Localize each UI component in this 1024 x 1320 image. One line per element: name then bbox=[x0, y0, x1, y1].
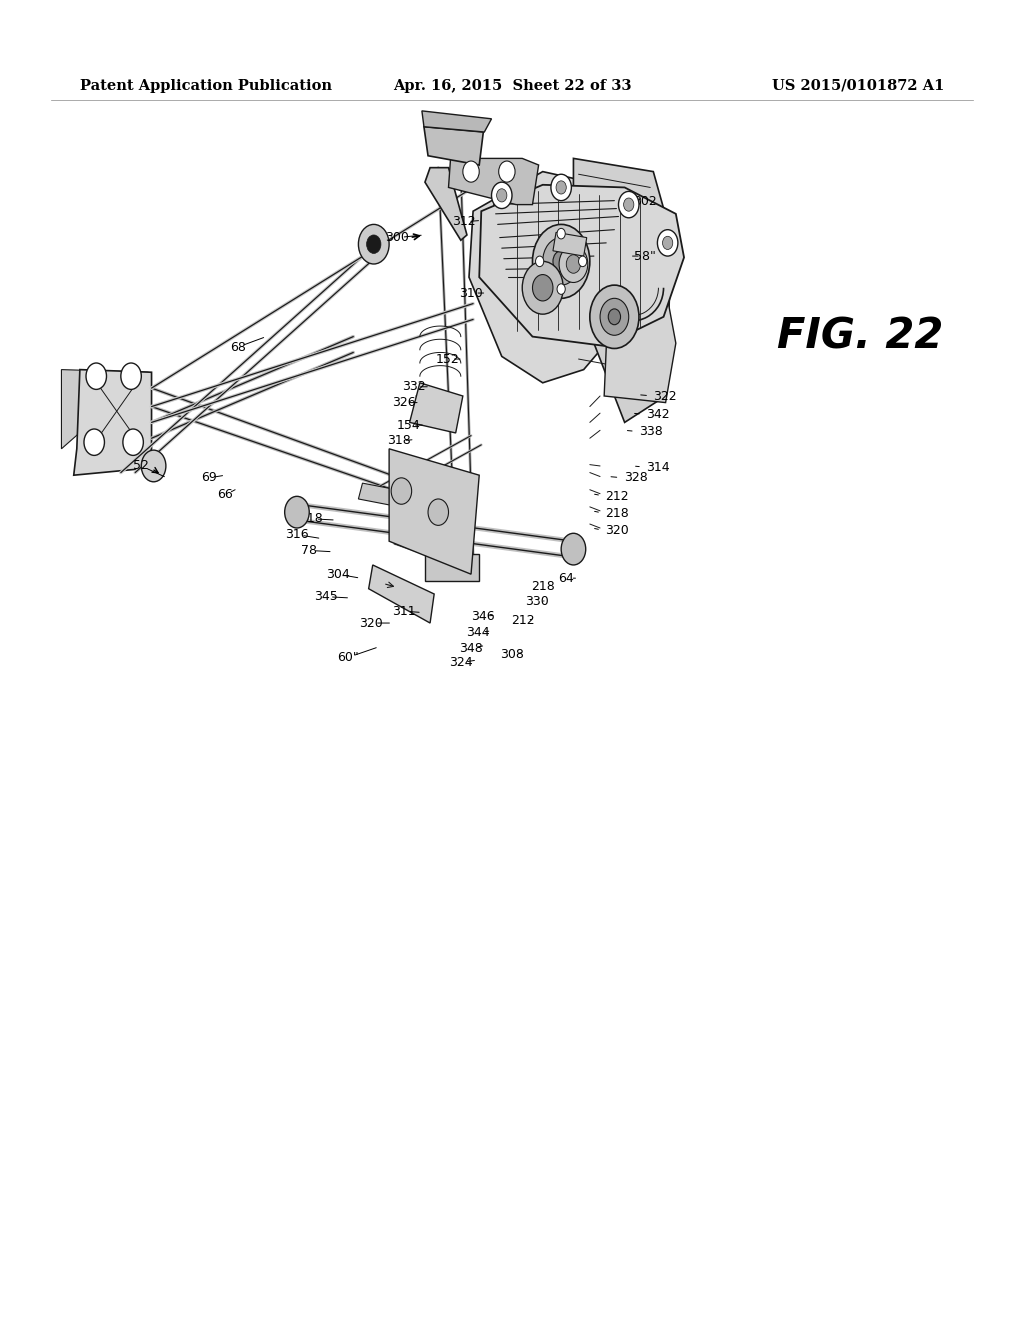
Text: 342: 342 bbox=[646, 408, 670, 421]
Circle shape bbox=[367, 235, 381, 253]
Text: US 2015/0101872 A1: US 2015/0101872 A1 bbox=[772, 79, 944, 92]
Text: Patent Application Publication: Patent Application Publication bbox=[80, 79, 332, 92]
Text: 64: 64 bbox=[558, 572, 574, 585]
Circle shape bbox=[532, 275, 553, 301]
Text: 212: 212 bbox=[605, 490, 629, 503]
Circle shape bbox=[561, 533, 586, 565]
Circle shape bbox=[121, 363, 141, 389]
Text: 318: 318 bbox=[387, 434, 412, 447]
Text: 206: 206 bbox=[539, 249, 563, 263]
Text: 346: 346 bbox=[471, 610, 496, 623]
Text: 152: 152 bbox=[435, 352, 460, 366]
Polygon shape bbox=[449, 158, 539, 205]
Text: 328: 328 bbox=[624, 471, 647, 484]
Polygon shape bbox=[469, 172, 643, 383]
Circle shape bbox=[557, 228, 565, 239]
Text: 326: 326 bbox=[391, 396, 416, 409]
Text: 69: 69 bbox=[201, 471, 217, 484]
Circle shape bbox=[600, 298, 629, 335]
Circle shape bbox=[551, 174, 571, 201]
Text: 320: 320 bbox=[358, 616, 383, 630]
Polygon shape bbox=[425, 168, 467, 240]
Polygon shape bbox=[573, 158, 672, 422]
Circle shape bbox=[663, 236, 673, 249]
Text: 314: 314 bbox=[646, 461, 670, 474]
Circle shape bbox=[141, 450, 166, 482]
Circle shape bbox=[618, 191, 639, 218]
Polygon shape bbox=[479, 185, 684, 346]
Circle shape bbox=[608, 309, 621, 325]
Circle shape bbox=[463, 161, 479, 182]
Text: FIG. 22: FIG. 22 bbox=[777, 315, 943, 358]
Text: 68: 68 bbox=[229, 341, 246, 354]
Text: 310: 310 bbox=[459, 286, 483, 300]
Text: 300: 300 bbox=[385, 231, 410, 244]
Text: 332: 332 bbox=[401, 380, 426, 393]
Text: 312: 312 bbox=[452, 215, 476, 228]
Text: 318: 318 bbox=[299, 512, 324, 525]
Text: 308: 308 bbox=[500, 648, 524, 661]
Polygon shape bbox=[61, 370, 148, 449]
Polygon shape bbox=[424, 127, 483, 165]
Circle shape bbox=[553, 251, 569, 272]
Text: 154: 154 bbox=[396, 418, 421, 432]
Circle shape bbox=[391, 478, 412, 504]
Polygon shape bbox=[74, 370, 152, 475]
Text: 324: 324 bbox=[449, 656, 473, 669]
Text: 218: 218 bbox=[605, 507, 629, 520]
Circle shape bbox=[657, 230, 678, 256]
Polygon shape bbox=[410, 383, 463, 433]
Text: 302: 302 bbox=[633, 195, 657, 209]
Circle shape bbox=[499, 161, 515, 182]
Text: 330: 330 bbox=[524, 595, 549, 609]
Text: 316: 316 bbox=[285, 528, 309, 541]
Circle shape bbox=[84, 429, 104, 455]
Text: 304: 304 bbox=[326, 568, 350, 581]
Text: 52: 52 bbox=[133, 459, 150, 473]
Circle shape bbox=[557, 284, 565, 294]
Circle shape bbox=[590, 285, 639, 348]
Text: 345: 345 bbox=[313, 590, 338, 603]
Text: 320: 320 bbox=[605, 524, 629, 537]
Circle shape bbox=[566, 255, 581, 273]
Text: 218: 218 bbox=[530, 579, 555, 593]
Circle shape bbox=[497, 189, 507, 202]
Circle shape bbox=[86, 363, 106, 389]
Text: 66: 66 bbox=[217, 488, 233, 502]
Text: 78: 78 bbox=[301, 544, 317, 557]
Circle shape bbox=[579, 256, 587, 267]
Circle shape bbox=[536, 256, 544, 267]
Circle shape bbox=[556, 181, 566, 194]
Polygon shape bbox=[358, 483, 403, 507]
Polygon shape bbox=[389, 449, 479, 574]
Polygon shape bbox=[553, 232, 587, 256]
Circle shape bbox=[492, 182, 512, 209]
Circle shape bbox=[559, 246, 588, 282]
Text: 58": 58" bbox=[634, 249, 656, 263]
Circle shape bbox=[123, 429, 143, 455]
Circle shape bbox=[285, 496, 309, 528]
Text: 60": 60" bbox=[337, 651, 359, 664]
Circle shape bbox=[532, 224, 590, 298]
Polygon shape bbox=[425, 554, 479, 581]
Circle shape bbox=[428, 499, 449, 525]
Text: 212: 212 bbox=[511, 614, 536, 627]
Circle shape bbox=[522, 261, 563, 314]
Text: 322: 322 bbox=[653, 389, 677, 403]
Polygon shape bbox=[422, 111, 492, 132]
Circle shape bbox=[358, 224, 389, 264]
Text: 338: 338 bbox=[639, 425, 663, 438]
Polygon shape bbox=[604, 277, 676, 403]
Text: Apr. 16, 2015  Sheet 22 of 33: Apr. 16, 2015 Sheet 22 of 33 bbox=[393, 79, 631, 92]
Polygon shape bbox=[369, 565, 434, 623]
Text: 311: 311 bbox=[391, 605, 416, 618]
Circle shape bbox=[624, 198, 634, 211]
Text: 344: 344 bbox=[466, 626, 490, 639]
Text: 348: 348 bbox=[459, 642, 483, 655]
Circle shape bbox=[543, 238, 580, 285]
